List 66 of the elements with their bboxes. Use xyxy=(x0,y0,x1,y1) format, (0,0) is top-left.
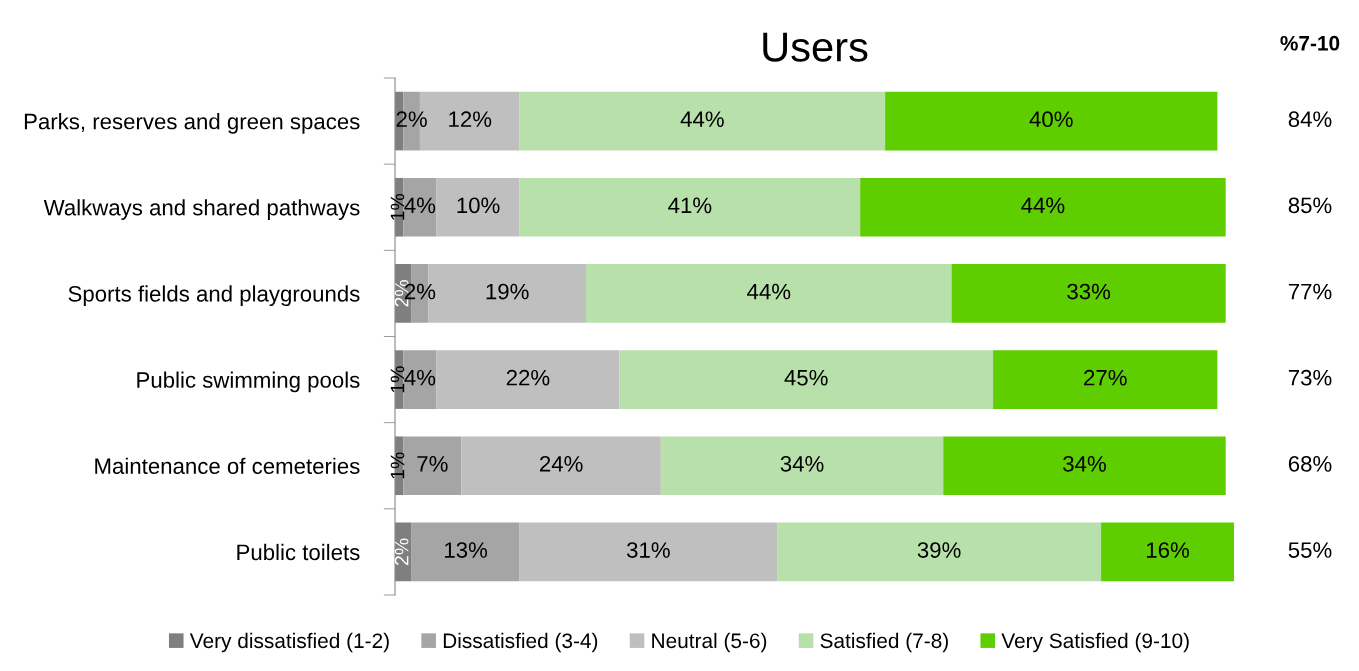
data-label: 2% xyxy=(394,538,409,565)
y-tick-label: Parks, reserves and green spaces xyxy=(24,113,360,134)
text: 85% xyxy=(1288,197,1332,214)
data-label: 40% xyxy=(1029,111,1073,128)
text: 84% xyxy=(1288,111,1332,128)
data-label: 16% xyxy=(1147,542,1189,558)
data-label: 44% xyxy=(747,283,791,300)
data-label: 2% xyxy=(396,111,427,127)
data-label: 1% xyxy=(390,452,405,479)
y-tick-label: Maintenance of cemeteries xyxy=(95,457,360,475)
bar xyxy=(885,91,1218,151)
data-label: 27% xyxy=(1084,369,1127,386)
bar xyxy=(461,436,661,496)
data-label: 45% xyxy=(784,369,828,386)
legend-label: Very dissatisfied (1-2) xyxy=(189,632,389,653)
chart-title: Users xyxy=(763,32,868,62)
data-label: 39% xyxy=(917,542,961,558)
text: 73% xyxy=(1288,369,1332,386)
legend-label: Dissatisfied (3-4) xyxy=(443,632,598,653)
data-label: 19% xyxy=(486,283,529,300)
bar xyxy=(1101,522,1234,582)
y-tick-label: Walkways and shared pathways xyxy=(43,199,360,220)
bar xyxy=(519,91,886,151)
data-label: 1% xyxy=(390,366,405,393)
data-label: 4% xyxy=(404,369,436,386)
bar xyxy=(951,264,1226,323)
bar xyxy=(660,436,944,496)
data-label: 13% xyxy=(445,542,488,558)
y-tick-label: Sports fields and playgrounds xyxy=(68,285,360,307)
legend-label: Neutral (5-6) xyxy=(652,632,767,653)
text: 68% xyxy=(1288,455,1332,472)
bar xyxy=(860,177,1226,237)
data-label: 44% xyxy=(1021,197,1065,214)
bar xyxy=(403,436,462,496)
data-label: 22% xyxy=(506,369,550,386)
bar xyxy=(943,436,1226,496)
bar xyxy=(619,350,994,409)
bar xyxy=(403,177,437,237)
bar xyxy=(519,522,778,582)
bar xyxy=(993,350,1218,409)
data-label: 33% xyxy=(1067,283,1111,300)
text: 55% xyxy=(1288,542,1332,558)
data-label: 31% xyxy=(626,542,670,558)
bar xyxy=(519,177,861,237)
bar xyxy=(411,522,520,582)
text: 77% xyxy=(1288,283,1332,300)
y-tick-label: Public swimming pools xyxy=(137,371,360,393)
bar xyxy=(436,350,620,409)
data-label: 41% xyxy=(668,197,712,214)
bar xyxy=(403,350,437,409)
legend-label: Very Satisfied (9-10) xyxy=(1001,632,1189,653)
bar xyxy=(436,177,520,237)
legend-label: Satisfied (7-8) xyxy=(820,632,948,653)
data-label: 12% xyxy=(449,111,492,127)
data-label: 10% xyxy=(457,197,500,214)
data-label: 4% xyxy=(404,197,436,214)
data-label: 1% xyxy=(390,193,405,220)
y-tick-label: Public toilets xyxy=(237,543,360,561)
text: %7-10 xyxy=(1280,35,1340,51)
data-label: 24% xyxy=(540,455,583,472)
data-label: 44% xyxy=(680,111,724,127)
bar xyxy=(586,264,952,323)
data-label: 7% xyxy=(417,456,448,472)
data-label: 34% xyxy=(780,455,824,472)
bar xyxy=(777,522,1102,582)
data-label: 34% xyxy=(1063,455,1106,472)
